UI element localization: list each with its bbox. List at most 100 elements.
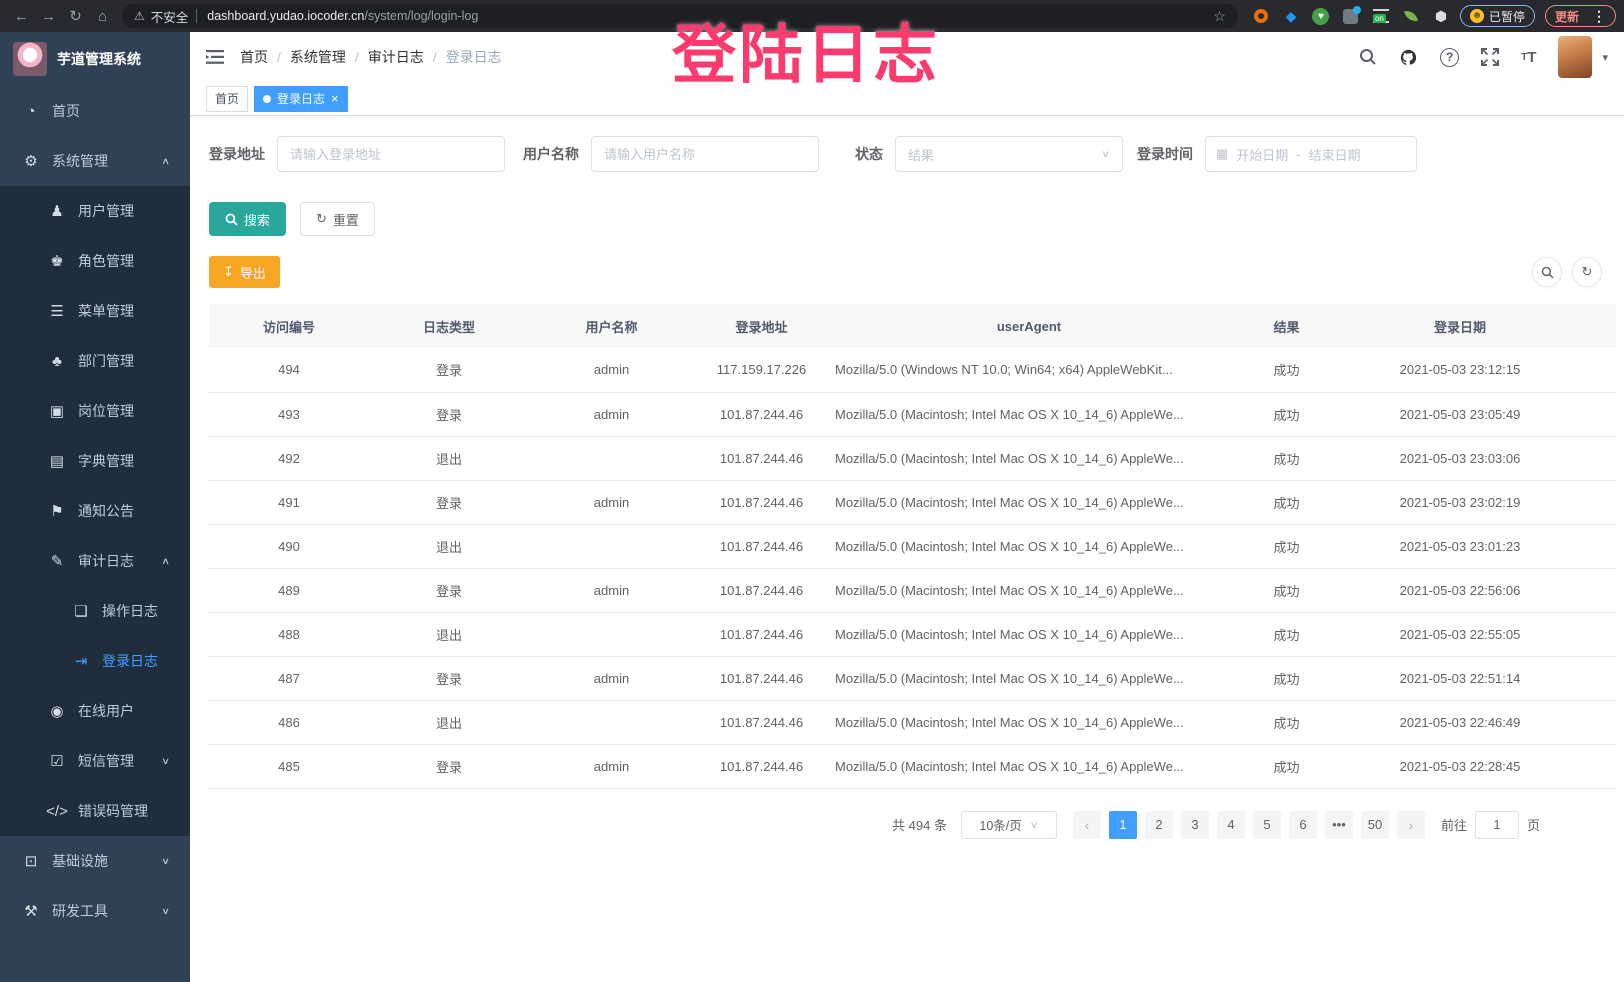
page-size-value: 10条/页 xyxy=(979,819,1022,833)
table-row[interactable]: 493 登录 admin 101.87.244.46 Mozilla/5.0 (Maci… xyxy=(209,392,1616,437)
browser-home-icon[interactable]: ⌂ xyxy=(97,7,108,25)
column-header: 访问编号 xyxy=(209,304,369,348)
sidebar-item-users[interactable]: ♟ 用户管理 xyxy=(0,186,190,236)
sidebar-item-dev-tools[interactable]: ⚒ 研发工具 ∨ xyxy=(0,886,190,936)
avatar-caret-down-icon[interactable]: ▾ xyxy=(1602,51,1608,64)
table-cell: 成功 xyxy=(1229,480,1344,525)
table-cell: 485 xyxy=(209,744,369,789)
help-icon[interactable]: ? xyxy=(1440,47,1460,67)
pagination-page-3[interactable]: 3 xyxy=(1180,810,1209,839)
breadcrumb-item[interactable]: 审计日志 xyxy=(367,49,424,65)
goto-page-input[interactable] xyxy=(1474,810,1519,839)
refresh-table-button[interactable]: ↻ xyxy=(1572,257,1602,287)
date-range-separator: - xyxy=(1296,146,1301,162)
sidebar-item-dictionaries[interactable]: ▤ 字典管理 xyxy=(0,436,190,486)
table-row[interactable]: 491 登录 admin 101.87.244.46 Mozilla/5.0 (Maci… xyxy=(209,480,1616,525)
sidebar-item-roles[interactable]: ♚ 角色管理 xyxy=(0,236,190,286)
sidebar-item-sms[interactable]: ☑ 短信管理 ∨ xyxy=(0,736,190,786)
toggle-search-button[interactable] xyxy=(1532,257,1562,287)
search-form: 登录地址 用户名称 状态 结果 ∨ 登录时间 ▦ xyxy=(209,136,1616,172)
dictionary-icon: ▤ xyxy=(49,453,65,470)
pagination-page-50[interactable]: 50 xyxy=(1360,810,1389,839)
extension-icon-gem[interactable]: ◆ xyxy=(1285,7,1297,24)
browser-forward-icon[interactable]: → xyxy=(41,7,56,25)
table-row[interactable]: 485 登录 admin 101.87.244.46 Mozilla/5.0 (Maci… xyxy=(209,744,1616,789)
export-button-label: 导出 xyxy=(239,265,266,281)
pagination-page-5[interactable]: 5 xyxy=(1252,810,1281,839)
username-input[interactable] xyxy=(591,136,819,172)
tab-登录日志[interactable]: 登录日志 × xyxy=(254,85,348,112)
sidebar-item-online-users[interactable]: ◉ 在线用户 xyxy=(0,686,190,736)
fullscreen-icon[interactable] xyxy=(1481,48,1500,66)
header-search-icon[interactable] xyxy=(1359,48,1377,66)
status-select[interactable]: 结果 ∨ xyxy=(895,136,1123,172)
page-size-select[interactable]: 10条/页 ∨ xyxy=(960,810,1057,839)
paused-badge[interactable]: ☻ 已暂停 xyxy=(1459,5,1535,27)
extension-icon-heart[interactable]: ♥ xyxy=(1312,7,1330,25)
breadcrumb-item[interactable]: 首页 xyxy=(240,49,268,65)
extensions-puzzle-icon[interactable]: ⬢ xyxy=(1434,7,1448,24)
sidebar-item-announcements[interactable]: ⚑ 通知公告 xyxy=(0,486,190,536)
browser-back-icon[interactable]: ← xyxy=(14,7,29,25)
pagination-page-1[interactable]: 1 xyxy=(1108,810,1137,839)
table-cell: 117.159.17.226 xyxy=(694,348,829,393)
search-button-label: 搜索 xyxy=(244,212,271,228)
table-row[interactable]: 486 退出 101.87.244.46 Mozilla/5.0 (Macintosh… xyxy=(209,700,1616,745)
browser-reload-icon[interactable]: ↻ xyxy=(69,8,82,25)
address-bar[interactable]: ⚠ 不安全 dashboard.yudao.iocoder.cn /system… xyxy=(122,4,1238,28)
table-row[interactable]: 492 退出 101.87.244.46 Mozilla/5.0 (Macintosh… xyxy=(209,436,1616,481)
extension-icon-grid[interactable] xyxy=(1342,5,1362,25)
table-cell: 成功 xyxy=(1229,612,1344,657)
table-row[interactable]: 487 登录 admin 101.87.244.46 Mozilla/5.0 (Maci… xyxy=(209,656,1616,701)
sidebar-item-label: 登录日志 xyxy=(102,653,158,669)
user-avatar[interactable] xyxy=(1558,36,1593,78)
pagination-page-2[interactable]: 2 xyxy=(1144,810,1173,839)
goto-suffix-label: 页 xyxy=(1526,818,1540,833)
prev-page-button[interactable]: ‹ xyxy=(1072,810,1101,839)
table-row[interactable]: 488 退出 101.87.244.46 Mozilla/5.0 (Macintosh… xyxy=(209,612,1616,657)
table-cell: Mozilla/5.0 (Macintosh; Intel Mac OS X 1… xyxy=(829,392,1229,437)
column-header: 结果 xyxy=(1229,304,1344,348)
browser-menu-kebab-icon[interactable]: ⋮ xyxy=(1592,7,1606,24)
bookmark-star-icon[interactable]: ☆ xyxy=(1213,7,1226,24)
update-button[interactable]: 更新 ⋮ xyxy=(1544,5,1616,27)
table-row[interactable]: 489 登录 admin 101.87.244.46 Mozilla/5.0 (Maci… xyxy=(209,568,1616,613)
security-label[interactable]: 不安全 xyxy=(150,10,189,25)
table-row[interactable]: 490 退出 101.87.244.46 Mozilla/5.0 (Macintosh… xyxy=(209,524,1616,569)
reset-button[interactable]: ↻ 重置 xyxy=(300,202,375,236)
next-page-button[interactable]: › xyxy=(1396,810,1425,839)
sidebar-item-system[interactable]: ⚙ 系统管理 ∧ xyxy=(0,136,190,186)
sidebar-item-posts[interactable]: ▣ 岗位管理 xyxy=(0,386,190,436)
extension-icon-orange[interactable] xyxy=(1252,7,1270,25)
tab-首页[interactable]: 首页 xyxy=(206,85,249,112)
search-button[interactable]: 搜索 xyxy=(209,202,287,236)
sidebar-item-error-codes[interactable]: </> 错误码管理 xyxy=(0,786,190,836)
login-time-range-picker[interactable]: ▦ 开始日期 - 结束日期 xyxy=(1205,136,1417,172)
pagination-page-4[interactable]: 4 xyxy=(1216,810,1245,839)
extension-icon-list-on[interactable] xyxy=(1372,7,1390,25)
sidebar-logo-row[interactable]: 芋道管理系统 xyxy=(0,32,190,86)
sidebar-item-operation-log[interactable]: ❏ 操作日志 xyxy=(0,586,190,636)
close-tab-icon[interactable]: × xyxy=(331,91,339,106)
sidebar-item-audit-log[interactable]: ✎ 审计日志 ∧ xyxy=(0,536,190,586)
sidebar-item-label: 错误码管理 xyxy=(78,803,148,819)
login-time-label: 登录时间 xyxy=(1137,146,1193,162)
table-row[interactable]: 494 登录 admin 117.159.17.226 Mozilla/5.0 (Win… xyxy=(209,348,1616,393)
emoji-face-icon: ☻ xyxy=(1469,9,1484,23)
tab-label: 首页 xyxy=(215,92,240,106)
chevron-down-icon: ∨ xyxy=(1101,148,1110,160)
sidebar-item-menus[interactable]: ☰ 菜单管理 xyxy=(0,286,190,336)
sidebar-item-departments[interactable]: ♣ 部门管理 xyxy=(0,336,190,386)
sidebar-item-home[interactable]: ◔ 首页 xyxy=(0,86,190,136)
sidebar-item-label: 字典管理 xyxy=(78,453,134,469)
sidebar-item-infrastructure[interactable]: ⊡ 基础设施 ∨ xyxy=(0,836,190,886)
collapse-menu-icon[interactable] xyxy=(206,50,224,64)
pagination-page-6[interactable]: 6 xyxy=(1288,810,1317,839)
github-icon[interactable] xyxy=(1399,48,1418,67)
sidebar-item-login-log[interactable]: ⇥ 登录日志 xyxy=(0,636,190,686)
extension-icon-leaf[interactable] xyxy=(1402,7,1420,25)
login-address-input[interactable] xyxy=(277,136,505,172)
export-button[interactable]: ↧ 导出 xyxy=(209,256,280,288)
breadcrumb-item[interactable]: 系统管理 xyxy=(289,49,346,65)
